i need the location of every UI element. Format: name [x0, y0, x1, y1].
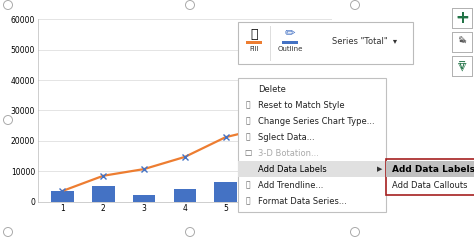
Text: 📊: 📊 — [246, 116, 250, 126]
Bar — [214, 182, 237, 202]
Text: Delete: Delete — [258, 84, 286, 94]
Text: Outline: Outline — [277, 46, 303, 52]
Text: 🪣: 🪣 — [250, 28, 258, 41]
FancyBboxPatch shape — [452, 8, 472, 28]
Circle shape — [3, 0, 12, 10]
Text: ⤾: ⤾ — [246, 101, 250, 109]
Text: 📋: 📋 — [246, 132, 250, 142]
Text: ✎: ✎ — [457, 37, 467, 47]
FancyBboxPatch shape — [246, 41, 262, 44]
Circle shape — [185, 228, 194, 236]
FancyBboxPatch shape — [386, 161, 474, 177]
Text: 📈: 📈 — [246, 180, 250, 190]
Text: Reset to Match Style: Reset to Match Style — [258, 101, 345, 109]
Circle shape — [350, 0, 359, 10]
Text: ⊽: ⊽ — [458, 61, 466, 71]
Bar — [51, 191, 74, 202]
FancyBboxPatch shape — [452, 56, 472, 76]
Text: Sglect Data...: Sglect Data... — [258, 132, 315, 142]
Text: Add Trendline...: Add Trendline... — [258, 180, 323, 190]
Bar — [133, 195, 155, 202]
Bar — [92, 186, 115, 202]
FancyBboxPatch shape — [452, 8, 472, 28]
Text: ▶: ▶ — [377, 166, 383, 172]
Text: 3-D Botation...: 3-D Botation... — [258, 149, 319, 157]
Circle shape — [3, 228, 12, 236]
Text: Add Data Callouts: Add Data Callouts — [392, 180, 467, 190]
Text: □: □ — [245, 149, 252, 157]
Text: ▽: ▽ — [458, 61, 466, 71]
Text: Format Data Series...: Format Data Series... — [258, 197, 347, 205]
FancyBboxPatch shape — [386, 159, 474, 195]
Text: Change Series Chart Type...: Change Series Chart Type... — [258, 116, 374, 126]
Circle shape — [350, 115, 359, 125]
Text: Series "Total"  ▾: Series "Total" ▾ — [332, 37, 398, 47]
Text: Add Data Labels: Add Data Labels — [258, 164, 327, 174]
Text: Add Data Labels: Add Data Labels — [392, 164, 474, 174]
Text: +: + — [455, 9, 469, 27]
FancyBboxPatch shape — [452, 32, 472, 52]
Bar — [296, 193, 319, 202]
FancyBboxPatch shape — [238, 78, 386, 212]
Text: 🎨: 🎨 — [246, 197, 250, 205]
FancyBboxPatch shape — [452, 56, 472, 76]
Bar — [255, 192, 278, 202]
Circle shape — [3, 115, 12, 125]
Circle shape — [350, 228, 359, 236]
Text: Fill: Fill — [249, 46, 259, 52]
Circle shape — [185, 0, 194, 10]
Bar — [173, 189, 196, 202]
FancyBboxPatch shape — [238, 161, 386, 177]
FancyBboxPatch shape — [452, 32, 472, 52]
FancyBboxPatch shape — [238, 22, 413, 64]
Text: ✏: ✏ — [285, 28, 295, 41]
FancyBboxPatch shape — [282, 41, 298, 44]
Text: ✒: ✒ — [458, 37, 466, 47]
Text: +: + — [455, 9, 469, 27]
